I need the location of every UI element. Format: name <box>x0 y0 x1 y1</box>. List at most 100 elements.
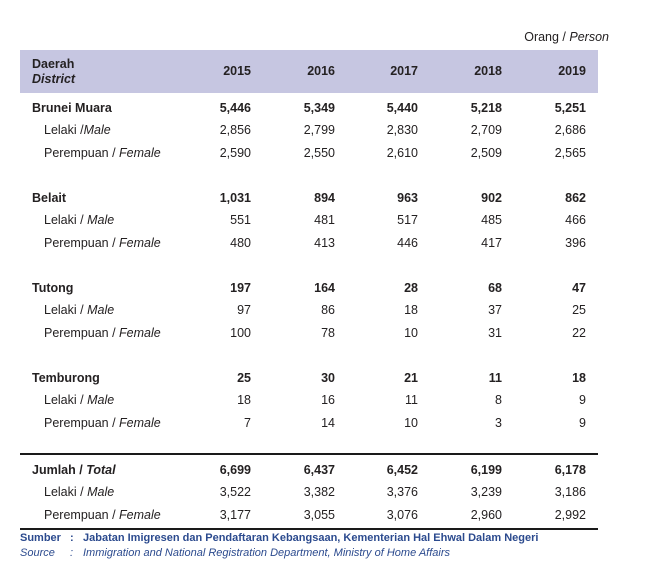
value-cell: 2,565 <box>554 146 586 160</box>
row-label-italic: Female <box>119 146 161 160</box>
total-row: Jumlah / Total 6,699 6,437 6,452 6,199 6… <box>20 454 598 482</box>
row-label-cell: Perempuan / Female <box>20 142 180 166</box>
row-label-text: Perempuan / <box>44 326 120 340</box>
female-row: Perempuan / Female 7 14 10 3 9 <box>20 412 598 436</box>
value-cell: 14 <box>321 416 335 430</box>
value-cell: 2,686 <box>554 123 586 137</box>
value-cell: 5,349 <box>303 101 335 115</box>
source-text-malay: Jabatan Imigresen dan Pendaftaran Kebang… <box>83 532 539 544</box>
district-row: Tutong 197 164 28 68 47 <box>20 273 598 300</box>
value-cell: 10 <box>404 326 418 340</box>
value-cell: 6,699 <box>219 463 251 477</box>
unit-label-prefix: Orang / <box>524 30 570 44</box>
female-row: Perempuan / Female 100 78 10 31 22 <box>20 322 598 346</box>
value-cell: 396 <box>565 236 586 250</box>
value-cell: 5,440 <box>386 101 418 115</box>
value-cell: 551 <box>230 213 251 227</box>
value-cell: 480 <box>230 236 251 250</box>
row-label-italic: Female <box>119 326 161 340</box>
value-cell: 2,856 <box>219 123 251 137</box>
value-cell: 466 <box>565 213 586 227</box>
value-cell: 197 <box>230 281 251 295</box>
source-line-english: Source: Immigration and National Registra… <box>20 546 620 561</box>
value-cell: 68 <box>488 281 502 295</box>
row-label-text: Perempuan / <box>44 236 120 250</box>
district-row: Brunei Muara 5,446 5,349 5,440 5,218 5,2… <box>20 93 598 120</box>
row-label-cell: Lelaki / Male <box>20 210 180 232</box>
value-cell: 5,251 <box>554 101 586 115</box>
value-cell: 413 <box>314 236 335 250</box>
header-district: District <box>32 71 76 86</box>
female-row: Perempuan / Female 2,590 2,550 2,610 2,5… <box>20 142 598 166</box>
value-cell: 25 <box>572 303 586 317</box>
block-brunei-muara: Brunei Muara 5,446 5,349 5,440 5,218 5,2… <box>20 93 598 183</box>
value-cell: 2,509 <box>470 146 502 160</box>
value-cell: 3,186 <box>554 485 586 499</box>
value-cell: 18 <box>404 303 418 317</box>
row-label-text: Perempuan / <box>44 146 120 160</box>
spacer-row <box>20 256 598 273</box>
male-row: Lelaki / Male 97 86 18 37 25 <box>20 300 598 322</box>
row-label-cell: Perempuan / Female <box>20 232 180 256</box>
spacer-row <box>20 436 598 454</box>
value-cell: 2,830 <box>386 123 418 137</box>
header-daerah: Daerah <box>32 56 75 71</box>
value-cell: 7 <box>244 416 251 430</box>
row-label-cell: Belait <box>20 183 180 210</box>
row-label-text: Lelaki / <box>44 123 84 137</box>
row-label-text: Temburong <box>32 371 100 385</box>
row-label-italic: Female <box>119 508 161 522</box>
value-cell: 86 <box>321 303 335 317</box>
row-label-cell: Lelaki / Male <box>20 390 180 412</box>
row-label-italic: Female <box>119 236 161 250</box>
value-cell: 3 <box>495 416 502 430</box>
row-label-text: Perempuan / <box>44 416 120 430</box>
value-cell: 18 <box>572 371 586 385</box>
value-cell: 3,382 <box>303 485 335 499</box>
female-row: Perempuan / Female 480 413 446 417 396 <box>20 232 598 256</box>
year-column-header-2019: 2019 <box>558 64 586 78</box>
value-cell: 446 <box>397 236 418 250</box>
value-cell: 6,199 <box>470 463 502 477</box>
value-cell: 2,550 <box>303 146 335 160</box>
source-note: Sumber: Jabatan Imigresen dan Pendaftaran… <box>20 531 620 561</box>
value-cell: 862 <box>565 191 586 205</box>
year-column-header-2016: 2016 <box>307 64 335 78</box>
row-label-cell: Perempuan / Female <box>20 412 180 436</box>
value-cell: 28 <box>404 281 418 295</box>
value-cell: 16 <box>321 393 335 407</box>
value-cell: 18 <box>237 393 251 407</box>
value-cell: 11 <box>405 393 418 407</box>
female-row: Perempuan / Female 3,177 3,055 3,076 2,9… <box>20 504 598 529</box>
row-label-cell: Lelaki / Male <box>20 300 180 322</box>
unit-label-italic: Person <box>569 30 609 44</box>
male-row: Lelaki / Male 3,522 3,382 3,376 3,239 3,… <box>20 482 598 504</box>
value-cell: 417 <box>481 236 502 250</box>
year-column-header-2015: 2015 <box>223 64 251 78</box>
row-label-text: Brunei Muara <box>32 101 112 115</box>
male-row: Lelaki /Male 2,856 2,799 2,830 2,709 2,6… <box>20 120 598 142</box>
value-cell: 2,709 <box>470 123 502 137</box>
row-label-cell: Jumlah / Total <box>20 454 180 482</box>
row-label-italic: Male <box>87 213 115 227</box>
row-label-text: Tutong <box>32 281 74 295</box>
value-cell: 8 <box>495 393 502 407</box>
value-cell: 164 <box>314 281 335 295</box>
district-column-header: Daerah District <box>20 50 180 93</box>
value-cell: 6,452 <box>386 463 418 477</box>
value-cell: 22 <box>572 326 586 340</box>
value-cell: 31 <box>488 326 502 340</box>
value-cell: 485 <box>481 213 502 227</box>
value-cell: 3,522 <box>219 485 251 499</box>
value-cell: 6,178 <box>554 463 586 477</box>
value-cell: 1,031 <box>219 191 251 205</box>
value-cell: 3,055 <box>303 508 335 522</box>
value-cell: 902 <box>481 191 502 205</box>
year-column-header-2018: 2018 <box>474 64 502 78</box>
block-tutong: Tutong 197 164 28 68 47 Lelaki / Male 97… <box>20 273 598 363</box>
row-label-italic: Male <box>87 393 115 407</box>
block-total: Jumlah / Total 6,699 6,437 6,452 6,199 6… <box>20 454 598 529</box>
value-cell: 6,437 <box>303 463 335 477</box>
value-cell: 517 <box>397 213 418 227</box>
male-row: Lelaki / Male 18 16 11 8 9 <box>20 390 598 412</box>
